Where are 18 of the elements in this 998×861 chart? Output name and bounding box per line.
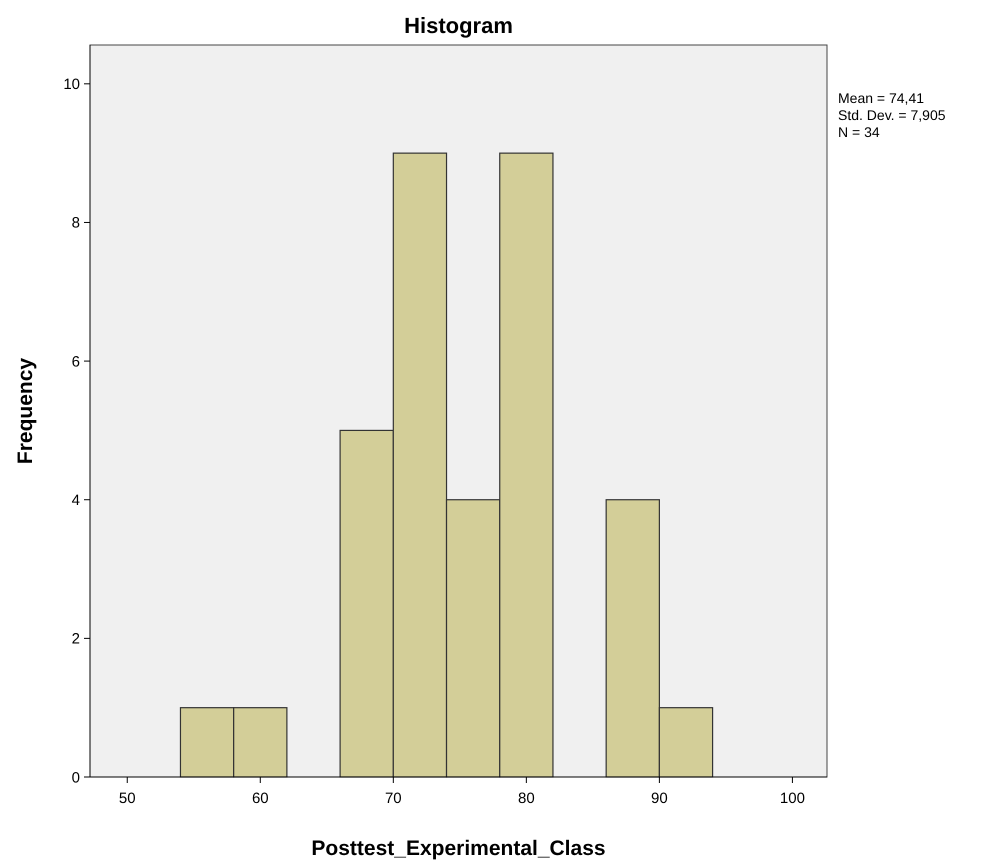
y-tick-label: 4 (72, 492, 80, 509)
x-tick-label: 80 (518, 790, 535, 807)
x-tick-label: 70 (384, 790, 402, 807)
y-tick-label: 8 (72, 214, 80, 232)
y-axis-title: Frequency (14, 358, 37, 464)
y-tick-label: 2 (72, 630, 80, 648)
x-tick-label: 90 (651, 790, 668, 807)
y-tick-label: 0 (72, 769, 80, 786)
text: Std. Dev. = 7,905 (838, 107, 946, 123)
x-tick-label: 50 (118, 790, 136, 807)
x-tick-label: 100 (780, 790, 805, 807)
text: N = 34 (838, 124, 880, 140)
y-tick-label: 10 (63, 76, 80, 94)
chart-title: Histogram (404, 13, 513, 38)
x-tick-label: 60 (252, 790, 269, 807)
x-axis-title: Posttest_Experimental_Class (311, 837, 606, 860)
text: Mean = 74,41 (838, 90, 924, 106)
y-tick-label: 6 (72, 353, 80, 370)
